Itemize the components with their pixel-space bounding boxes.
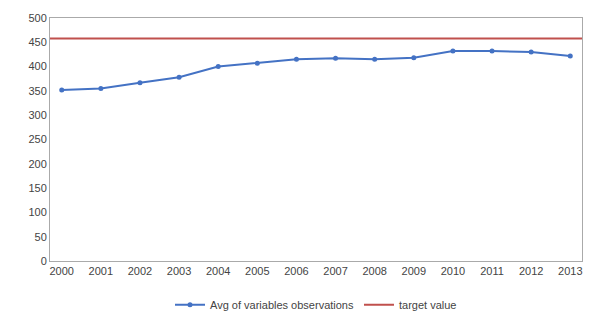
- svg-text:350: 350: [28, 85, 46, 97]
- svg-text:2012: 2012: [519, 265, 543, 277]
- svg-text:500: 500: [28, 12, 46, 24]
- svg-text:450: 450: [28, 36, 46, 48]
- svg-text:0: 0: [41, 255, 47, 267]
- svg-text:2011: 2011: [480, 265, 504, 277]
- svg-text:2000: 2000: [49, 265, 73, 277]
- svg-text:2003: 2003: [167, 265, 191, 277]
- svg-text:2007: 2007: [323, 265, 347, 277]
- svg-text:2008: 2008: [362, 265, 386, 277]
- svg-text:150: 150: [28, 182, 46, 194]
- svg-text:300: 300: [28, 109, 46, 121]
- svg-text:200: 200: [28, 158, 46, 170]
- svg-text:2005: 2005: [245, 265, 269, 277]
- svg-text:250: 250: [28, 133, 46, 145]
- svg-text:2010: 2010: [441, 265, 465, 277]
- svg-text:2006: 2006: [284, 265, 308, 277]
- svg-text:2009: 2009: [402, 265, 426, 277]
- svg-text:100: 100: [28, 206, 46, 218]
- svg-text:Avg of variables observations: Avg of variables observations: [210, 299, 354, 311]
- svg-text:2004: 2004: [206, 265, 230, 277]
- svg-text:50: 50: [35, 231, 47, 243]
- svg-text:400: 400: [28, 60, 46, 72]
- svg-text:target value: target value: [399, 299, 456, 311]
- svg-text:2002: 2002: [128, 265, 152, 277]
- svg-text:2001: 2001: [89, 265, 113, 277]
- svg-text:2013: 2013: [558, 265, 582, 277]
